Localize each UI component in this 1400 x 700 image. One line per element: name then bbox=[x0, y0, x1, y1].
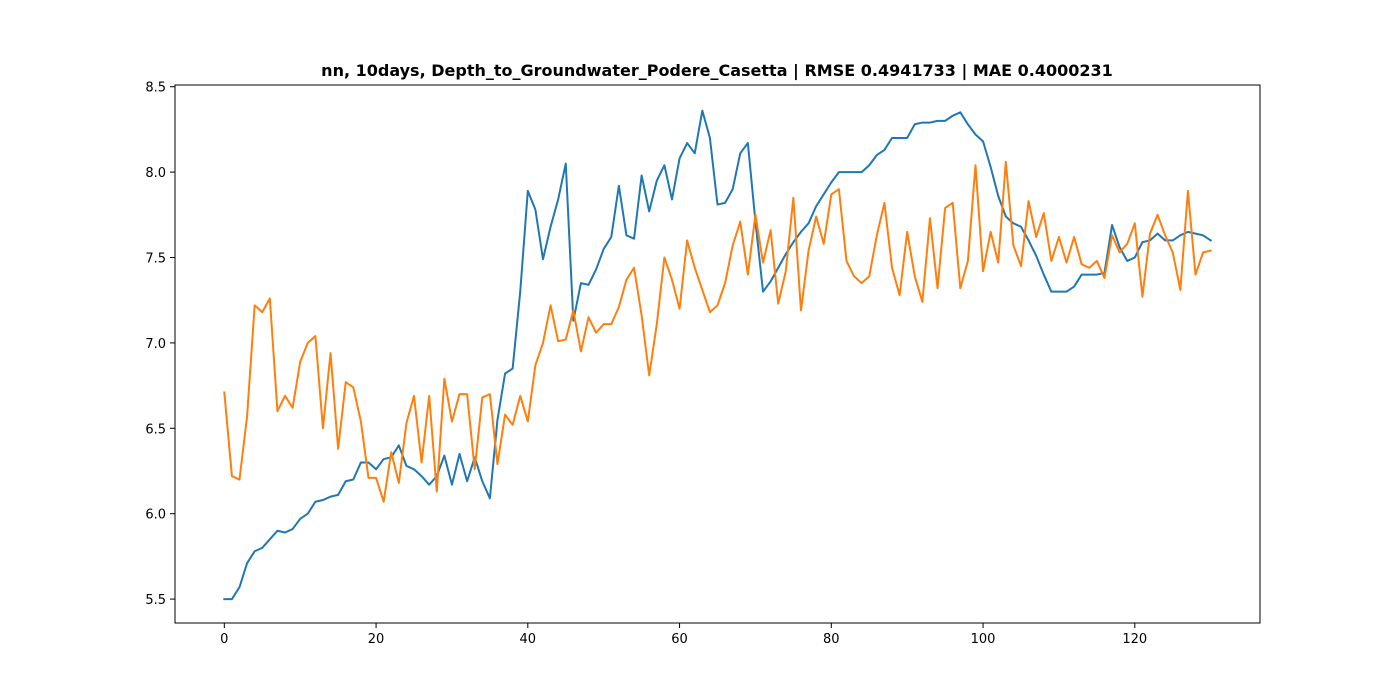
y-tick-label: 7.5 bbox=[145, 252, 166, 267]
series-line-1 bbox=[223, 109, 1213, 601]
y-tick-label: 8.0 bbox=[145, 166, 166, 181]
series-line-2 bbox=[223, 160, 1212, 503]
y-tick-label: 6.5 bbox=[145, 422, 166, 437]
y-tick-label: 8.5 bbox=[145, 81, 166, 96]
x-tick-label: 0 bbox=[220, 632, 228, 647]
y-tick-label: 6.0 bbox=[145, 508, 166, 523]
plot-frame bbox=[174, 84, 1261, 624]
series-layer bbox=[223, 109, 1213, 601]
x-tick-label: 80 bbox=[823, 632, 840, 647]
x-tick-label: 20 bbox=[368, 632, 385, 647]
x-tick-label: 120 bbox=[1122, 632, 1147, 647]
y-tick-label: 5.5 bbox=[145, 593, 166, 608]
x-tick-label: 60 bbox=[671, 632, 688, 647]
y-tick-label: 7.0 bbox=[145, 337, 166, 352]
x-tick-label: 100 bbox=[971, 632, 996, 647]
axes-layer: 0 20 40 60 80 100 120 5.5 6.0 6.5 7.0 7.5 8.0 8.5 bbox=[145, 81, 1261, 647]
chart-title: nn, 10days, Depth_to_Groundwater_Podere_… bbox=[321, 61, 1113, 81]
x-tick-label: 40 bbox=[520, 632, 537, 647]
